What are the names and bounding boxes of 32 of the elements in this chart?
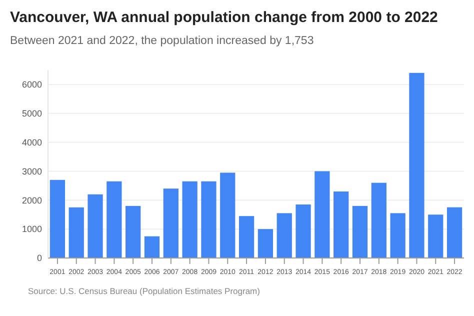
bar	[182, 181, 198, 258]
bar	[352, 206, 368, 258]
bar	[428, 214, 444, 258]
source-note: Source: U.S. Census Bureau (Population Estimates Program)	[28, 286, 260, 296]
bar	[276, 213, 292, 258]
bar	[68, 207, 84, 258]
bar	[88, 194, 103, 258]
bar	[50, 180, 66, 258]
bar	[220, 172, 236, 258]
bar	[201, 181, 216, 258]
bar	[446, 207, 462, 258]
chart-subtitle: Between 2021 and 2022, the population increased by 1,753	[10, 35, 314, 47]
y-tick-label: 4000	[22, 137, 42, 148]
y-tick-label: 0	[36, 253, 42, 264]
bar	[144, 236, 160, 258]
y-tick-label: 5000	[22, 108, 42, 119]
y-tick-label: 1000	[22, 224, 42, 234]
bar	[296, 204, 311, 258]
y-tick-label: 2000	[22, 195, 42, 206]
bar	[314, 171, 330, 258]
bar	[390, 213, 406, 258]
bar	[334, 191, 349, 258]
bar	[163, 188, 178, 258]
y-tick-label: 6000	[22, 80, 42, 90]
y-tick-label: 3000	[22, 166, 42, 176]
bar	[238, 216, 254, 258]
bar	[371, 182, 386, 258]
bar	[409, 72, 424, 258]
bar	[106, 181, 122, 258]
bar	[126, 206, 141, 258]
chart-title: Vancouver, WA annual population change from 2000 to 2022	[10, 9, 438, 26]
bar	[258, 229, 274, 258]
